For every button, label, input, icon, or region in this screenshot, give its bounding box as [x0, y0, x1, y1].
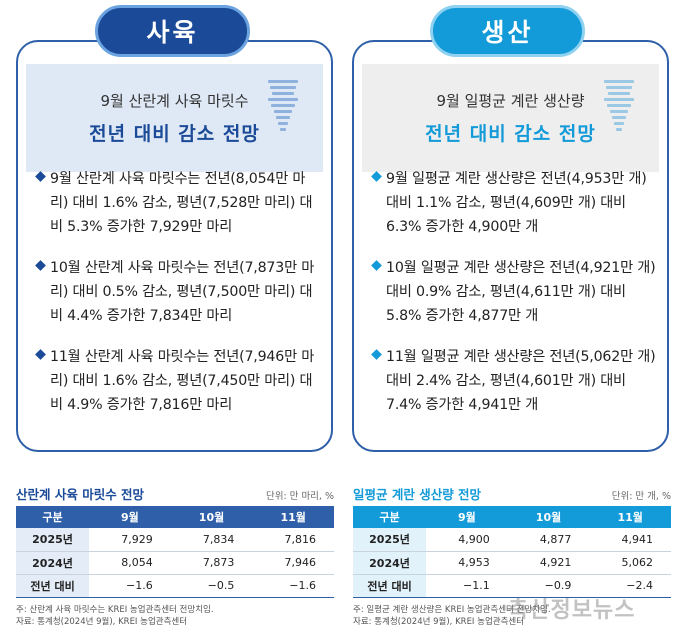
column-header: 9월 [89, 506, 171, 528]
diamond-bullet-icon [35, 171, 46, 182]
table-cell: 4,877 [507, 528, 590, 552]
diamond-bullet-icon [371, 260, 382, 271]
table-notes: 주: 산란계 사육 마릿수는 KREI 농업관측센터 전망치임. 자료: 통계청… [16, 604, 334, 628]
table-unit: 단위: 만 개, % [611, 491, 671, 502]
list-item: 11월 일평균 계란 생산량은 전년(5,062만 개) 대비 2.4% 감소,… [371, 345, 657, 417]
list-item: 9월 산란계 사육 마릿수는 전년(8,054만 마리) 대비 1.6% 감소,… [35, 167, 321, 239]
badge-production: 생산 [430, 5, 585, 57]
table-cell: −1.6 [252, 574, 334, 598]
table-row: 전년 대비 −1.1 −0.9 −2.4 [353, 574, 671, 598]
table-cell: 4,953 [426, 551, 508, 575]
breeding-card: 9월 산란계 사육 마릿수 전년 대비 감소 전망 9월 산란계 사육 마릿수는… [16, 40, 333, 452]
row-label: 2025년 [16, 528, 90, 552]
down-arrow-icon [601, 80, 637, 152]
table-cell: −0.5 [170, 574, 253, 598]
list-item: 10월 산란계 사육 마릿수는 전년(7,873만 마리) 대비 0.5% 감소… [35, 256, 321, 328]
table-row: 전년 대비 −1.6 −0.5 −1.6 [16, 574, 334, 598]
row-label: 2024년 [353, 551, 427, 575]
production-table-block: 일평균 계란 생산량 전망 단위: 만 개, % 구분 9월 10월 11월 2… [353, 484, 671, 628]
breeding-table: 구분 9월 10월 11월 2025년 7,929 7,834 7,816 20… [16, 506, 334, 598]
breeding-header-title: 전년 대비 감소 전망 [89, 123, 260, 145]
diamond-bullet-icon [35, 349, 46, 360]
breeding-header-subtitle: 9월 산란계 사육 마릿수 [100, 92, 249, 110]
row-label: 전년 대비 [353, 574, 427, 598]
table-row: 2024년 4,953 4,921 5,062 [353, 551, 671, 575]
production-bullet-list: 9월 일평균 계란 생산량은 전년(4,953만 개) 대비 1.1% 감소, … [371, 167, 657, 434]
column-header: 구분 [353, 506, 427, 528]
list-item: 11월 산란계 사육 마릿수는 전년(7,946만 마리) 대비 1.6% 감소… [35, 345, 321, 417]
column-header: 10월 [507, 506, 590, 528]
row-label: 2024년 [16, 551, 90, 575]
table-cell: 4,941 [589, 528, 671, 552]
diamond-bullet-icon [371, 171, 382, 182]
list-item: 10월 일평균 계란 생산량은 전년(4,921만 개) 대비 0.9% 감소,… [371, 256, 657, 328]
table-source: 자료: 통계청(2024년 9월), KREI 농업관측센터 [353, 616, 525, 627]
table-note: 주: 산란계 사육 마릿수는 KREI 농업관측센터 전망치임. [16, 604, 214, 615]
breeding-header: 9월 산란계 사육 마릿수 전년 대비 감소 전망 [26, 64, 323, 172]
table-cell: 7,873 [170, 551, 253, 575]
down-arrow-icon [265, 80, 301, 152]
table-cell: −1.6 [89, 574, 171, 598]
watermark: 축산정보뉴스 [508, 598, 636, 623]
production-table: 구분 9월 10월 11월 2025년 4,900 4,877 4,941 20… [353, 506, 671, 598]
table-cell: 7,946 [252, 551, 334, 575]
row-label: 전년 대비 [16, 574, 90, 598]
table-row: 2025년 4,900 4,877 4,941 [353, 528, 671, 552]
column-header: 11월 [589, 506, 671, 528]
table-source: 자료: 통계청(2024년 9월), KREI 농업관측센터 [16, 616, 188, 627]
diamond-bullet-icon [371, 349, 382, 360]
table-cell: 7,834 [170, 528, 253, 552]
table-title: 일평균 계란 생산량 전망 [353, 487, 482, 502]
column-header: 11월 [252, 506, 334, 528]
table-cell: −2.4 [589, 574, 671, 598]
table-title: 산란계 사육 마릿수 전망 [16, 487, 145, 502]
column-header: 구분 [16, 506, 90, 528]
production-header-title: 전년 대비 감소 전망 [425, 123, 596, 145]
column-header: 10월 [170, 506, 253, 528]
table-cell: −0.9 [507, 574, 590, 598]
production-header-subtitle: 9월 일평균 계란 생산량 [436, 92, 585, 110]
table-cell: 4,900 [426, 528, 508, 552]
breeding-table-block: 산란계 사육 마릿수 전망 단위: 만 마리, % 구분 9월 10월 11월 … [16, 484, 334, 628]
list-item: 9월 일평균 계란 생산량은 전년(4,953만 개) 대비 1.1% 감소, … [371, 167, 657, 239]
table-cell: 7,816 [252, 528, 334, 552]
table-row: 2024년 8,054 7,873 7,946 [16, 551, 334, 575]
column-header: 9월 [426, 506, 508, 528]
table-note: 주: 일평균 계란 생산량은 KREI 농업관측센터 전망치임. [353, 604, 551, 615]
row-label: 2025년 [353, 528, 427, 552]
production-header: 9월 일평균 계란 생산량 전년 대비 감소 전망 [362, 64, 659, 172]
production-card: 9월 일평균 계란 생산량 전년 대비 감소 전망 9월 일평균 계란 생산량은… [352, 40, 669, 452]
table-notes: 주: 일평균 계란 생산량은 KREI 농업관측센터 전망치임. 자료: 통계청… [353, 604, 671, 628]
breeding-bullet-list: 9월 산란계 사육 마릿수는 전년(8,054만 마리) 대비 1.6% 감소,… [35, 167, 321, 434]
badge-breeding: 사육 [95, 5, 250, 57]
diamond-bullet-icon [35, 260, 46, 271]
table-cell: −1.1 [426, 574, 508, 598]
table-cell: 4,921 [507, 551, 590, 575]
table-cell: 8,054 [89, 551, 171, 575]
table-unit: 단위: 만 마리, % [265, 491, 334, 502]
table-cell: 7,929 [89, 528, 171, 552]
table-cell: 5,062 [589, 551, 671, 575]
table-row: 2025년 7,929 7,834 7,816 [16, 528, 334, 552]
